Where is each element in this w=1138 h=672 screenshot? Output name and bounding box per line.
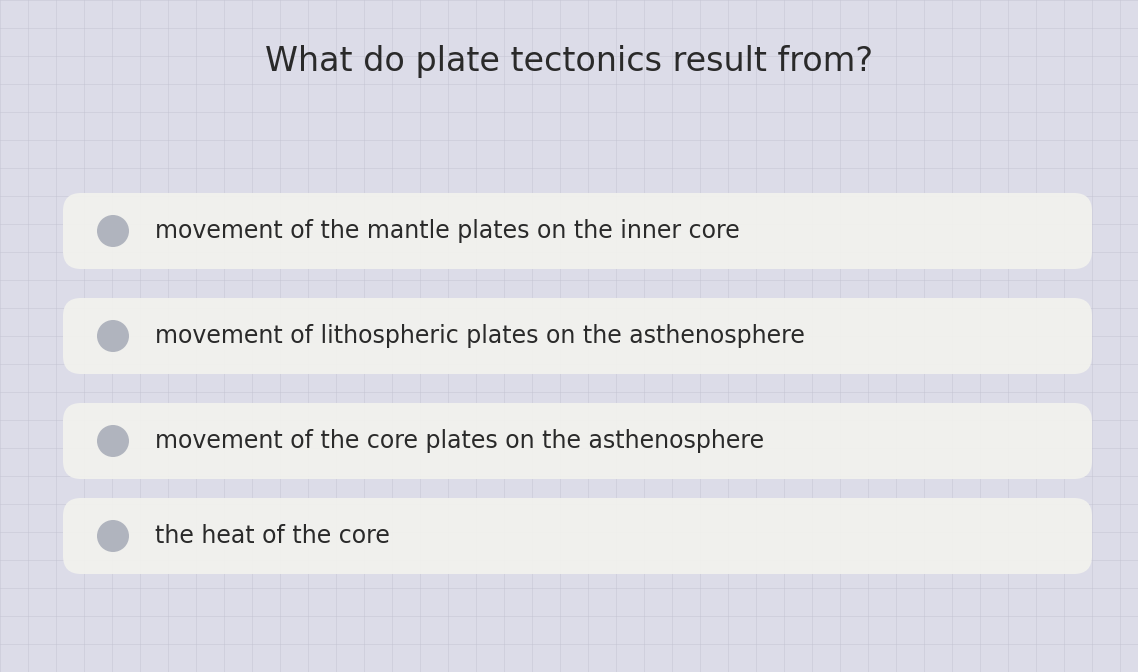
Text: What do plate tectonics result from?: What do plate tectonics result from?	[265, 46, 873, 79]
Text: the heat of the core: the heat of the core	[155, 524, 390, 548]
Circle shape	[97, 425, 129, 457]
FancyBboxPatch shape	[63, 193, 1092, 269]
FancyBboxPatch shape	[63, 498, 1092, 574]
FancyBboxPatch shape	[63, 403, 1092, 479]
Circle shape	[97, 215, 129, 247]
Text: movement of the core plates on the asthenosphere: movement of the core plates on the asthe…	[155, 429, 764, 453]
Circle shape	[97, 320, 129, 352]
FancyBboxPatch shape	[63, 298, 1092, 374]
Text: movement of lithospheric plates on the asthenosphere: movement of lithospheric plates on the a…	[155, 324, 805, 348]
Circle shape	[97, 520, 129, 552]
Text: movement of the mantle plates on the inner core: movement of the mantle plates on the inn…	[155, 219, 740, 243]
